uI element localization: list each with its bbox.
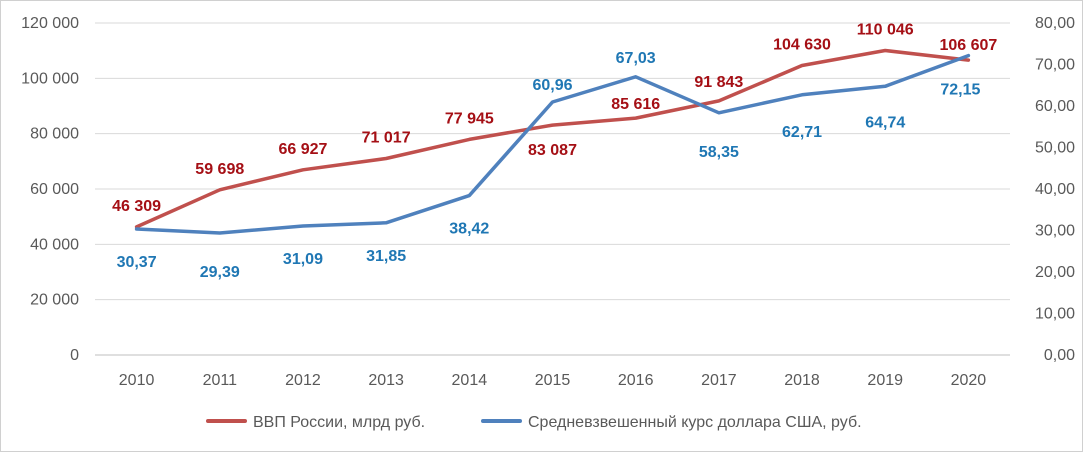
x-tick-label: 2013 [368, 372, 404, 389]
data-label-gdp: 106 607 [939, 37, 997, 54]
y-right-tick-label: 10,00 [1035, 306, 1075, 323]
y-right-tick-label: 0,00 [1044, 347, 1075, 364]
data-label-usd-rate: 58,35 [699, 144, 739, 161]
y-left-tick-label: 0 [70, 347, 79, 364]
y-right-tick-label: 80,00 [1035, 15, 1075, 32]
y-right-tick-label: 50,00 [1035, 140, 1075, 157]
data-label-gdp: 91 843 [694, 74, 743, 91]
y-right-tick-label: 20,00 [1035, 264, 1075, 281]
y-left-tick-label: 40 000 [30, 236, 79, 253]
series-line-usd-rate [134, 53, 971, 235]
y-left-tick-label: 20 000 [30, 292, 79, 309]
x-tick-label: 2014 [452, 372, 488, 389]
series-lines [134, 48, 971, 235]
x-axis-ticks: 2010 2011 2012 2013 2014 2015 2016 2017 2018 2019… [119, 372, 987, 389]
data-label-usd-rate: 31,85 [366, 248, 406, 265]
data-label-gdp: 83 087 [528, 142, 577, 159]
x-tick-label: 2017 [701, 372, 737, 389]
x-tick-label: 2011 [203, 372, 238, 389]
data-label-gdp: 59 698 [195, 161, 244, 178]
x-tick-label: 2015 [535, 372, 571, 389]
y-right-tick-label: 70,00 [1035, 57, 1075, 74]
series-line-gdp [134, 48, 971, 229]
y-right-tick-label: 60,00 [1035, 98, 1075, 115]
data-label-usd-rate: 64,74 [865, 114, 905, 131]
legend-label-usd-rate: Средневзвешенный курс доллара США, руб. [528, 414, 862, 431]
data-label-usd-rate: 67,03 [616, 50, 656, 67]
data-label-gdp: 71 017 [362, 130, 411, 147]
data-label-gdp: 66 927 [278, 141, 327, 158]
x-tick-label: 2010 [119, 372, 155, 389]
data-label-usd-rate: 62,71 [782, 124, 822, 141]
data-label-usd-rate: 29,39 [200, 264, 240, 281]
y-right-tick-label: 30,00 [1035, 223, 1075, 240]
y-left-tick-label: 120 000 [21, 15, 79, 32]
y-left-tick-label: 100 000 [21, 70, 79, 87]
x-tick-label: 2018 [784, 372, 820, 389]
data-label-usd-rate: 72,15 [940, 82, 980, 99]
data-label-gdp: 110 046 [857, 22, 914, 39]
y-left-tick-label: 60 000 [30, 181, 79, 198]
data-label-gdp: 46 309 [112, 198, 161, 215]
legend-label-gdp: ВВП России, млрд руб. [253, 414, 425, 431]
data-label-usd-rate: 60,96 [532, 77, 572, 94]
data-label-usd-rate: 38,42 [449, 221, 489, 238]
y-axis-right-ticks: 0,00 10,00 20,00 30,00 40,00 50,00 60,00 70,00 8… [1035, 15, 1075, 364]
gridlines [95, 22, 1010, 356]
legend: ВВП России, млрд руб. Средневзвешенный к… [206, 414, 862, 431]
x-tick-label: 2016 [618, 372, 654, 389]
data-label-gdp: 85 616 [611, 96, 660, 113]
x-tick-label: 2019 [867, 372, 903, 389]
x-tick-label: 2012 [285, 372, 321, 389]
data-label-usd-rate: 31,09 [283, 251, 323, 268]
data-label-usd-rate: 30,37 [117, 254, 157, 271]
data-label-gdp: 104 630 [773, 37, 831, 54]
y-left-tick-label: 80 000 [30, 126, 79, 143]
data-labels: 46 309 59 698 66 927 71 017 77 945 83 087 85 6… [112, 22, 997, 281]
x-tick-label: 2020 [951, 372, 987, 389]
data-label-gdp: 77 945 [445, 110, 494, 127]
y-axis-left-ticks: 0 20 000 40 000 60 000 80 000 100 000 120 000 [21, 15, 79, 364]
y-right-tick-label: 40,00 [1035, 181, 1075, 198]
